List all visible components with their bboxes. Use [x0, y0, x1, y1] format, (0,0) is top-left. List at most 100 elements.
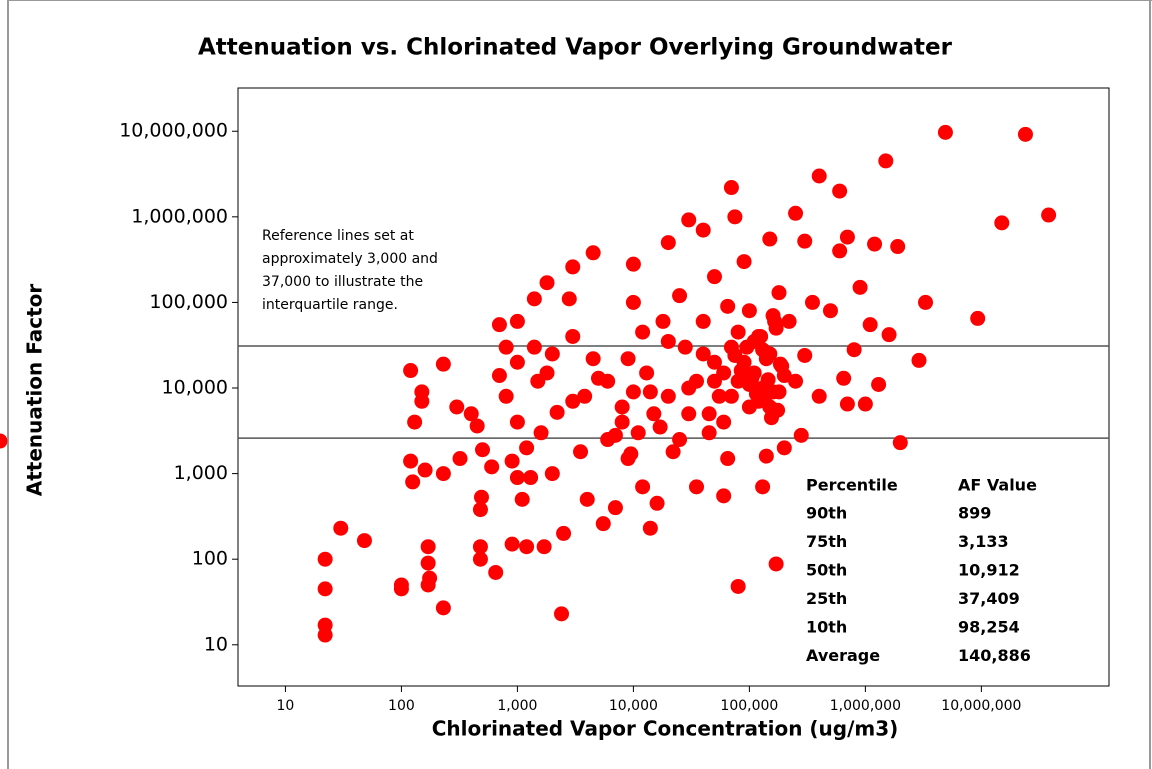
- point: [970, 310, 986, 326]
- annotation: interquartile range.: [262, 297, 398, 313]
- point: [579, 491, 595, 507]
- point: [614, 414, 630, 430]
- y-tick-label: 1,000: [174, 462, 228, 484]
- point: [393, 581, 409, 597]
- point: [706, 373, 722, 389]
- point: [727, 209, 743, 225]
- point: [573, 444, 589, 460]
- point: [509, 414, 525, 430]
- point: [317, 627, 333, 643]
- point: [739, 339, 755, 355]
- point: [435, 466, 451, 482]
- point: [474, 442, 490, 458]
- x-tick-label: 1,000: [497, 698, 537, 714]
- point: [695, 222, 711, 238]
- point: [781, 313, 797, 329]
- point: [565, 393, 581, 409]
- point: [711, 388, 727, 404]
- point: [0, 433, 8, 449]
- point: [649, 495, 665, 511]
- point: [701, 406, 717, 422]
- point: [630, 425, 646, 441]
- point: [498, 339, 514, 355]
- point: [776, 440, 792, 456]
- point: [642, 520, 658, 536]
- table-cell: 140,886: [958, 646, 1031, 665]
- point: [625, 384, 641, 400]
- point: [577, 388, 593, 404]
- y-tick-label: 10: [204, 633, 228, 655]
- point: [646, 406, 662, 422]
- point: [660, 235, 676, 251]
- point: [723, 180, 739, 196]
- point: [585, 351, 601, 367]
- point: [595, 516, 611, 532]
- table-cell: 37,409: [958, 589, 1020, 608]
- point: [733, 363, 749, 379]
- point: [420, 539, 436, 555]
- point: [811, 388, 827, 404]
- point: [491, 317, 507, 333]
- table-cell: 10th: [806, 618, 847, 637]
- point: [762, 231, 778, 247]
- point: [544, 466, 560, 482]
- point: [414, 393, 430, 409]
- point: [435, 600, 451, 616]
- point: [804, 294, 820, 310]
- table-cell: 10,912: [958, 561, 1020, 580]
- point: [665, 444, 681, 460]
- point: [514, 491, 530, 507]
- point: [660, 388, 676, 404]
- point: [811, 168, 827, 184]
- point: [472, 502, 488, 518]
- point: [635, 479, 651, 495]
- point: [565, 328, 581, 344]
- chart-title: Attenuation vs. Chlorinated Vapor Overly…: [198, 35, 953, 61]
- point: [723, 388, 739, 404]
- table-cell: 75th: [806, 532, 847, 551]
- point: [720, 451, 736, 467]
- point: [772, 356, 788, 372]
- point: [405, 474, 421, 490]
- y-tick-label: 100: [192, 548, 228, 570]
- point: [695, 313, 711, 329]
- y-tick-label: 10,000: [162, 377, 228, 399]
- point: [625, 294, 641, 310]
- point: [771, 285, 787, 301]
- point: [463, 406, 479, 422]
- point: [652, 419, 668, 435]
- table-cell: 90th: [806, 504, 847, 523]
- point: [655, 313, 671, 329]
- point: [565, 259, 581, 275]
- y-tick-label: 1,000,000: [131, 205, 228, 227]
- table-cell: 3,133: [958, 532, 1009, 551]
- point: [852, 279, 868, 295]
- point: [937, 124, 953, 140]
- point: [846, 342, 862, 358]
- point: [498, 388, 514, 404]
- point: [763, 410, 779, 426]
- point: [890, 239, 906, 255]
- point: [472, 551, 488, 567]
- point: [867, 236, 883, 252]
- point: [716, 488, 732, 504]
- x-tick-label: 100: [388, 698, 415, 714]
- point: [504, 536, 520, 552]
- point: [620, 351, 636, 367]
- point: [857, 396, 873, 412]
- point: [403, 453, 419, 469]
- x-tick-label: 10: [277, 698, 295, 714]
- point: [689, 479, 705, 495]
- table-cell: 25th: [806, 589, 847, 608]
- point: [488, 564, 504, 580]
- point: [1017, 126, 1033, 142]
- point: [681, 212, 697, 228]
- plot-area: [237, 87, 1110, 687]
- point: [472, 539, 488, 555]
- point: [420, 555, 436, 571]
- point: [556, 525, 572, 541]
- point: [660, 333, 676, 349]
- point: [822, 303, 838, 319]
- point: [539, 275, 555, 291]
- x-tick-label: 10,000: [609, 698, 658, 714]
